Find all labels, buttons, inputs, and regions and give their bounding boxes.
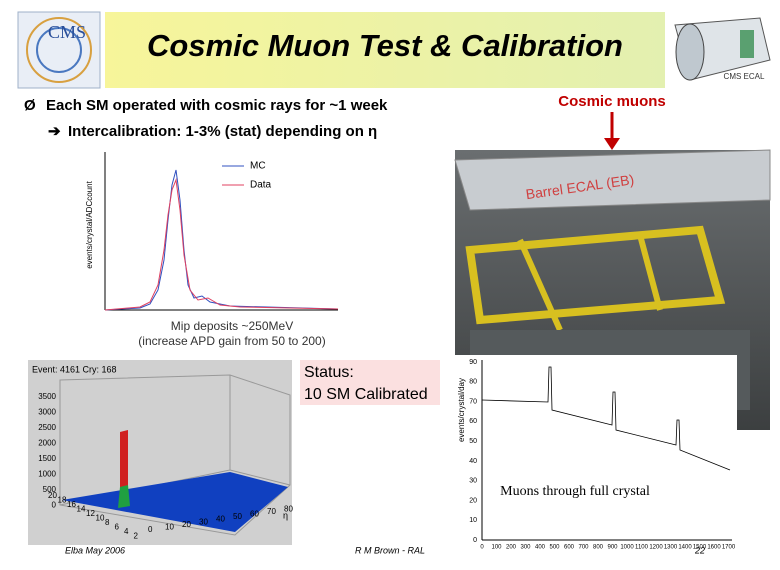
y-tick-label: 3500: [38, 392, 56, 401]
x-tick-label: 100: [491, 545, 502, 551]
y-tick-label: 30: [469, 478, 477, 485]
y-tick-label: 80: [469, 379, 477, 386]
phi-tick-label: 20: [48, 491, 57, 500]
eta-tick-label: 70: [267, 507, 276, 516]
phi-tick-label: 10: [96, 514, 105, 523]
x-tick-label: 600: [564, 545, 575, 551]
caption: (increase APD gain from 50 to 200): [138, 334, 325, 348]
mip-plot: events/crystal/ADCcount MC Data Mip depo…: [80, 148, 342, 348]
x-tick-label: 1500: [693, 545, 707, 551]
status-line: 10 SM Calibrated: [304, 386, 428, 403]
y-tick-label: 2500: [38, 423, 56, 432]
title-box: [105, 12, 665, 88]
y-tick-label: 70: [469, 398, 477, 405]
y-tick-label: 3000: [38, 408, 56, 417]
y-tick-label: 0: [473, 537, 477, 544]
x-tick-label: 1000: [620, 545, 634, 551]
x-tick-label: 900: [607, 545, 618, 551]
y-label: events/crystal/day: [457, 378, 466, 442]
eta-tick-label: 60: [250, 510, 259, 519]
page-number: 22: [694, 545, 705, 555]
phi-tick-label: 14: [77, 505, 86, 514]
x-tick-label: 1600: [707, 545, 721, 551]
eta-tick-label: 0: [148, 525, 153, 534]
eta-tick-label: 20: [182, 520, 191, 529]
y-tick-label: 50: [469, 438, 477, 445]
x-tick-label: 0: [480, 545, 484, 551]
phi-tick-label: 4: [124, 527, 129, 536]
phi-tick-label: 8: [105, 518, 110, 527]
eta-tick-label: 40: [216, 515, 225, 524]
legend-entry: Data: [250, 180, 272, 191]
y-tick-label: 2000: [38, 439, 56, 448]
x-tick-label: 1700: [722, 545, 736, 551]
x-tick-label: 400: [535, 545, 546, 551]
eta-tick-label: 80: [284, 504, 293, 513]
event-plot: Event: 4161 Cry: 168 η: [28, 360, 292, 545]
y-label: events/crystal/ADCcount: [85, 180, 94, 268]
bullet-arrow: ➔: [48, 123, 61, 140]
x-tick-label: 1300: [664, 545, 678, 551]
x-tick-label: 1100: [635, 545, 649, 551]
eta-tick-label: 10: [165, 523, 174, 532]
eta-tick-label: 50: [233, 512, 242, 521]
x-tick-label: 800: [593, 545, 604, 551]
rate-plot: events/crystal/day Muons through full cr…: [455, 355, 737, 550]
caption: Muons through full crystal: [500, 484, 650, 499]
x-tick-label: 300: [520, 545, 531, 551]
bullet: Intercalibration: 1-3% (stat) depending …: [68, 123, 377, 140]
eta-tick-label: 30: [199, 517, 208, 526]
plot-title: Event: 4161 Cry: 168: [32, 364, 117, 374]
y-tick-label: 1000: [38, 470, 56, 479]
y-tick-label: 10: [469, 517, 477, 524]
footer-left: Elba May 2006: [65, 545, 125, 555]
x-tick-label: 500: [549, 545, 560, 551]
x-tick-label: 700: [578, 545, 589, 551]
phi-tick-label: 6: [115, 523, 120, 532]
y-tick-label: 1500: [38, 454, 56, 463]
bullet-arrow: Ø: [24, 97, 36, 114]
eta-label: η: [283, 510, 288, 520]
title: Cosmic Muon Test & Calibration: [147, 28, 623, 63]
detector-label: CMS ECAL: [724, 72, 765, 81]
detector-graphic: CMS ECAL: [674, 17, 771, 81]
y-tick-label: 40: [469, 458, 477, 465]
y-tick-label: 60: [469, 418, 477, 425]
caption: Mip deposits ~250MeV: [171, 319, 293, 333]
status-box: [300, 360, 440, 405]
y-tick-label: 500: [43, 485, 57, 494]
x-tick-label: 1200: [649, 545, 663, 551]
phi-tick-label: 2: [134, 532, 139, 541]
x-tick-label: 1400: [678, 545, 692, 551]
cms-logo: CMS: [17, 11, 101, 89]
y-tick-label: 0: [52, 501, 57, 510]
phi-tick-label: 12: [86, 509, 95, 518]
bullet: Each SM operated with cosmic rays for ~1…: [46, 97, 388, 114]
phi-tick-label: 16: [67, 500, 76, 509]
footer-center: R M Brown - RAL: [355, 545, 425, 555]
legend-entry: MC: [250, 161, 266, 172]
logo-text: CMS: [48, 22, 86, 42]
y-tick-label: 20: [469, 497, 477, 504]
phi-tick-label: 18: [58, 496, 67, 505]
y-tick-label: 90: [469, 359, 477, 366]
x-tick-label: 200: [506, 545, 517, 551]
photo-label: Cosmic muons: [558, 93, 666, 110]
status-line: Status:: [304, 364, 354, 381]
